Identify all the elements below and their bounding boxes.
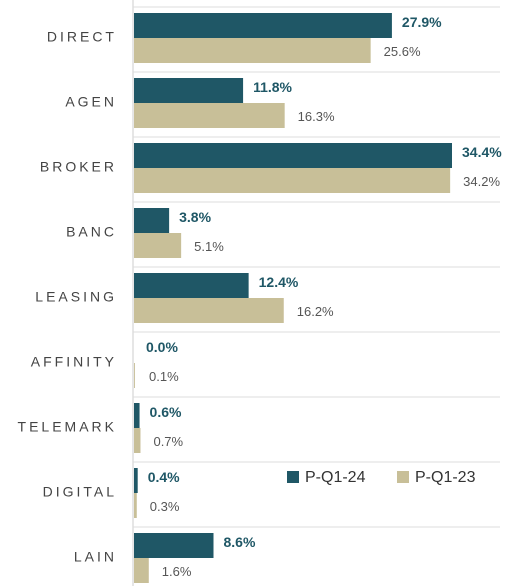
category-label: TELEMARK [18,419,117,435]
value-label: 16.3% [298,109,335,124]
category-label: AGEN [65,94,117,110]
bar [134,533,214,558]
value-label: 0.7% [153,434,183,449]
value-label: 3.8% [179,209,211,225]
bar [134,273,249,298]
bar [134,13,392,38]
bar [134,78,244,103]
value-label: 0.3% [150,499,180,514]
value-label: 34.2% [463,174,500,189]
value-label: 0.4% [148,469,180,485]
category-label: DIGITAL [43,484,117,500]
value-label: 8.6% [224,534,256,550]
value-label: 0.0% [146,339,178,355]
legend-label: P-Q1-24 [305,469,366,486]
bar [134,143,452,168]
value-label: 27.9% [402,14,442,30]
bar [134,168,451,193]
bar [134,208,170,233]
bar [134,493,137,518]
value-label: 12.4% [259,274,299,290]
bar [134,298,284,323]
value-label: 11.8% [253,79,292,95]
value-label: 1.6% [162,564,192,579]
bar [134,428,141,453]
value-label: 25.6% [384,44,421,59]
category-label: DIRECT [47,29,117,45]
bar [134,363,135,388]
bar [134,103,285,128]
bar [134,38,371,63]
bar [134,558,149,583]
value-label: 0.6% [150,404,182,420]
value-label: 5.1% [194,239,224,254]
value-label: 0.1% [149,369,179,384]
category-label: AFFINITY [31,354,117,370]
bar [134,403,140,428]
value-label: 34.4% [462,144,502,160]
bar [134,233,182,258]
category-label: BROKER [40,159,117,175]
category-label: BANC [66,224,117,240]
bar [134,468,138,493]
legend-label: P-Q1-23 [415,469,476,486]
category-label: LAIN [74,549,117,565]
legend-swatch [397,471,409,483]
legend-swatch [287,471,299,483]
category-label: LEASING [35,289,117,305]
value-label: 16.2% [297,304,334,319]
